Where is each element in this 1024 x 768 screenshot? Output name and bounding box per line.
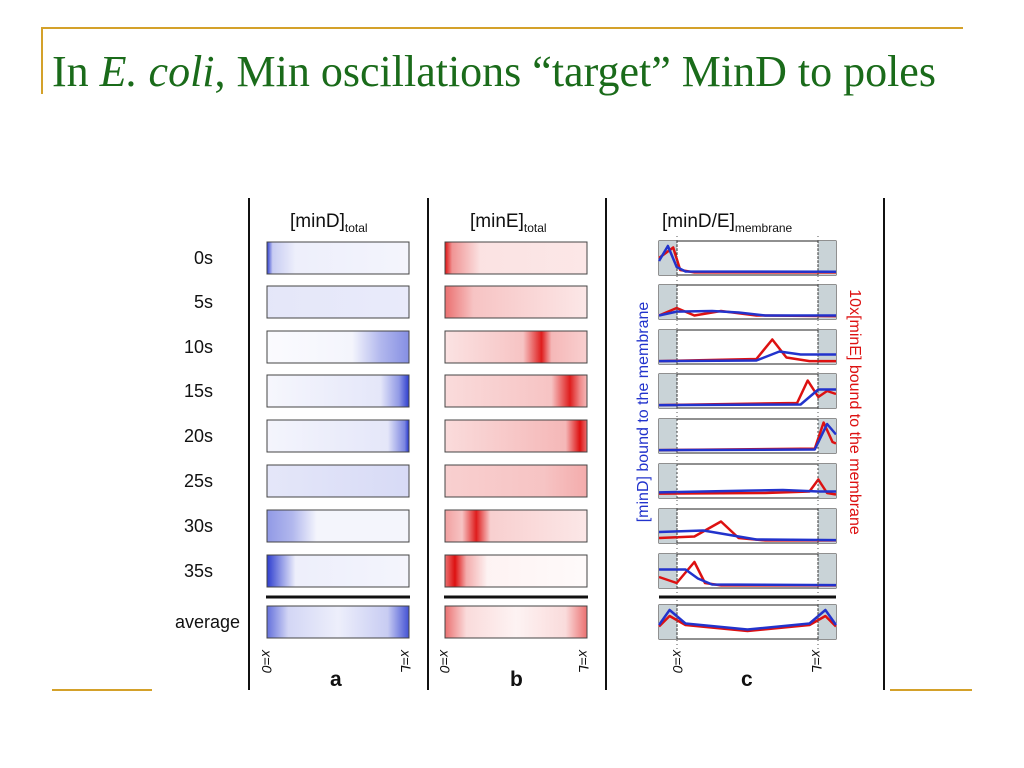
time-label: 35s — [184, 561, 213, 581]
membrane-pole-left — [659, 464, 677, 498]
membrane-pole-left — [659, 330, 677, 364]
minD-kymo-cell — [266, 554, 410, 588]
slide-title: In E. coli, Min oscillations “target” Mi… — [52, 44, 982, 100]
membrane-profile-box — [658, 604, 837, 640]
membrane-pole-right — [818, 509, 836, 543]
bottom-left-accent-rule — [52, 689, 152, 691]
title-prefix: In — [52, 47, 100, 96]
minD-membrane-curve — [659, 568, 837, 587]
minD-kymo-cell — [266, 330, 410, 364]
panel-letter-c: c — [741, 668, 753, 691]
title-accent-horizontal-rule — [41, 27, 963, 29]
membrane-pole-right — [818, 241, 836, 275]
time-label: 5s — [194, 292, 213, 312]
minE-kymo-cell — [444, 374, 588, 408]
time-label: 25s — [184, 471, 213, 491]
time-label: 10s — [184, 337, 213, 357]
panel-c-header: [minD/E]membrane — [662, 211, 793, 235]
minD-membrane-curve — [658, 529, 837, 542]
panel-c-x0-label: x=0 — [670, 649, 686, 673]
panel-c-xL-label: x=L — [809, 649, 825, 673]
minE-kymo-cell — [444, 464, 588, 498]
title-genus: E. — [99, 47, 138, 96]
minD-membrane-curve — [658, 350, 836, 363]
membrane-pole-left — [659, 374, 677, 408]
bottom-right-accent-rule — [890, 689, 972, 691]
panel-a-x0-label: x=0 — [259, 649, 275, 673]
panel-a-xL-label: x=L — [398, 649, 414, 673]
minE-kymo-cell — [444, 241, 588, 275]
average-label: average — [175, 612, 240, 632]
membrane-profile-box — [658, 418, 837, 454]
minD-membrane-curve — [658, 309, 836, 317]
time-label: 0s — [194, 248, 213, 268]
minD-membrane-curve — [658, 388, 836, 407]
minD-kymo-cell — [266, 605, 410, 639]
minE-kymo-cell — [444, 554, 588, 588]
panel-b-header: [minE]total — [470, 211, 547, 235]
membrane-pole-left — [659, 419, 677, 453]
minD-kymo-cell — [266, 374, 410, 408]
panel-a-header-sub: total — [345, 221, 368, 235]
minD-membrane-curve — [657, 244, 837, 274]
panel-b-header-sub: total — [524, 221, 547, 235]
minE-kymo-cell — [444, 509, 588, 543]
minD-kymo-cell — [266, 285, 410, 319]
membrane-pole-right — [818, 330, 836, 364]
panel-c-right-axis-label: 10x[minE] bound to the membrane — [846, 289, 863, 535]
panel-letter-a: a — [330, 668, 342, 691]
panel-c-header-sub: membrane — [735, 221, 793, 235]
minE-kymo-cell — [444, 330, 588, 364]
title-accent-vertical-rule — [41, 28, 43, 94]
title-suffix: , Min oscillations “target” MinD to pole… — [214, 47, 936, 96]
minE-kymo-cell — [444, 419, 588, 453]
panel-letter-b: b — [510, 668, 523, 691]
membrane-pole-right — [818, 464, 836, 498]
title-species: coli — [148, 47, 215, 96]
panel-a-header: [minD]total — [290, 211, 368, 235]
minE-membrane-curve — [658, 379, 837, 407]
panel-c-left-axis-label: [minD] bound to the membrane — [635, 302, 652, 523]
panel-b-xL-label: x=L — [576, 649, 592, 673]
time-label: 30s — [184, 516, 213, 536]
time-label: 20s — [184, 426, 213, 446]
panel-b-x0-label: x=0 — [437, 649, 453, 673]
membrane-pole-right — [818, 554, 836, 588]
membrane-profile-box — [658, 240, 837, 276]
time-label: 15s — [184, 381, 213, 401]
minD-kymo-cell — [266, 464, 410, 498]
membrane-pole-left — [659, 509, 677, 543]
minE-kymo-cell — [444, 285, 588, 319]
minE-membrane-curve — [658, 614, 837, 633]
minE-kymo-cell — [444, 605, 588, 639]
minD-kymo-cell — [266, 509, 410, 543]
minD-membrane-curve — [658, 422, 837, 452]
membrane-pole-right — [818, 285, 836, 319]
minD-kymo-cell — [266, 241, 410, 275]
minD-kymo-cell — [266, 419, 410, 453]
minD-membrane-curve — [657, 608, 838, 631]
minE-membrane-curve — [658, 478, 837, 496]
minD-membrane-curve — [658, 488, 836, 494]
